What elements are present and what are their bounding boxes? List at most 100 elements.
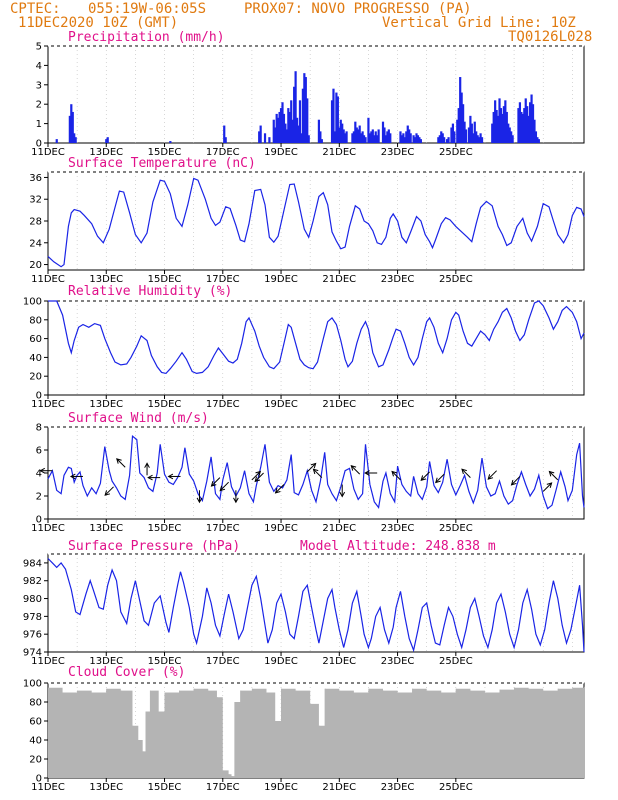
panel-5-title: Cloud Cover (%): [68, 665, 185, 680]
precip-bar: [400, 135, 404, 143]
precip-bar: [298, 100, 302, 143]
precip-bar: [518, 102, 522, 143]
header-grid-note: Vertical Grid Line: 10Z: [382, 15, 576, 31]
x-tick-label: 19DEC: [264, 782, 298, 793]
cloud-cover-bar: [164, 692, 166, 778]
y-tick-label: 60: [29, 334, 42, 345]
precip-bar: [491, 123, 494, 143]
precip-bar: [520, 111, 523, 143]
y-tick-label: 2: [36, 492, 42, 503]
precip-bar: [441, 133, 444, 143]
y-tick-label: 60: [29, 717, 42, 728]
precip-bar: [364, 137, 367, 143]
wind-arrow-head: [219, 485, 226, 492]
x-tick-label: 21DEC: [322, 656, 356, 667]
precip-bar: [408, 129, 411, 143]
x-tick-label: 11DEC: [31, 147, 65, 158]
precip-bar: [526, 106, 529, 143]
cloud-cover-bar: [324, 688, 326, 778]
precip-bar: [387, 129, 390, 143]
wind-arrow-head: [420, 475, 427, 481]
x-tick-label: 19DEC: [264, 523, 298, 534]
y-tick-label: 3: [36, 80, 42, 91]
precip-bar: [279, 108, 283, 143]
precip-bar: [402, 133, 405, 143]
panel-1-title: Surface Temperature (nC): [68, 156, 256, 171]
precip-bar: [293, 86, 296, 143]
precip-bar: [336, 96, 339, 143]
panel-4-annotation: Model Altitude: 248.838 m: [300, 539, 496, 554]
precip-bar: [284, 123, 287, 143]
precip-bar: [419, 139, 422, 143]
y-tick-label: 2: [36, 100, 42, 111]
panel-1-frame: [47, 171, 585, 271]
x-tick-label: 25DEC: [439, 656, 473, 667]
x-tick-label: 23DEC: [381, 523, 415, 534]
cloud-cover-bar: [353, 692, 355, 778]
wind-arrow-head: [39, 467, 45, 474]
precip-bar: [341, 123, 344, 143]
wind-arrow-head: [255, 470, 262, 477]
precip-bar: [527, 115, 530, 143]
x-tick-label: 17DEC: [206, 274, 240, 285]
precip-bar: [473, 121, 476, 143]
cloud-cover-bar: [62, 692, 64, 778]
cloud-cover-bar: [145, 711, 147, 778]
precip-bar: [415, 133, 418, 143]
precip-bar: [70, 104, 73, 143]
precip-bar: [530, 94, 533, 143]
wind-arrow-head: [487, 474, 494, 480]
precip-bar: [362, 135, 366, 143]
precip-bar: [502, 106, 505, 143]
precip-bar: [531, 104, 535, 143]
cloud-cover-bar: [120, 690, 122, 778]
y-tick-label: 0: [36, 391, 42, 402]
precip-bar: [386, 131, 389, 143]
cloud-cover-bar: [397, 692, 399, 778]
precip-bar: [464, 129, 468, 143]
precip-bar: [384, 135, 388, 143]
precip-bar: [351, 133, 354, 143]
y-tick-label: 984: [23, 558, 42, 569]
wind-arrow: [461, 468, 471, 478]
wind-arrow-head: [548, 470, 555, 477]
wind-arrow-head: [350, 465, 357, 471]
x-tick-label: 23DEC: [381, 399, 415, 410]
wind-arrow: [306, 463, 317, 473]
precip-bar: [274, 127, 277, 143]
wind-arrow-head: [310, 462, 317, 469]
precip-bar: [480, 137, 484, 143]
y-tick-label: 976: [23, 630, 42, 641]
cloud-cover-bar: [499, 689, 501, 778]
wind-arrow-head: [233, 497, 239, 504]
x-tick-label: 21DEC: [322, 782, 356, 793]
x-tick-label: 23DEC: [381, 274, 415, 285]
x-tick-label: 25DEC: [439, 274, 473, 285]
precip-bar: [374, 131, 377, 143]
precip-bar: [523, 108, 526, 143]
wind-arrow-head: [435, 477, 441, 484]
x-tick-label: 21DEC: [322, 274, 356, 285]
x-tick-label: 17DEC: [206, 147, 240, 158]
precip-bar: [332, 88, 335, 143]
precip-bar: [360, 133, 363, 143]
precip-bar: [399, 131, 402, 143]
x-tick-label: 25DEC: [439, 523, 473, 534]
x-tick-label: 15DEC: [148, 147, 182, 158]
cloud-cover-bar: [132, 725, 134, 778]
precip-bar: [470, 123, 473, 143]
y-tick-label: 978: [23, 612, 42, 623]
precip-bar: [319, 131, 322, 143]
precip-bar: [475, 131, 478, 143]
y-tick-label: 5: [36, 42, 42, 53]
precip-bar: [335, 92, 338, 143]
precip-bar: [339, 119, 342, 143]
precip-bar: [437, 137, 440, 143]
precip-bar: [285, 129, 288, 143]
wind-arrow-head: [274, 487, 281, 494]
y-tick-label: 20: [29, 755, 42, 766]
precip-bar: [462, 104, 465, 143]
wind-arrow-head: [144, 462, 150, 468]
wind-arrow-head: [461, 468, 467, 475]
